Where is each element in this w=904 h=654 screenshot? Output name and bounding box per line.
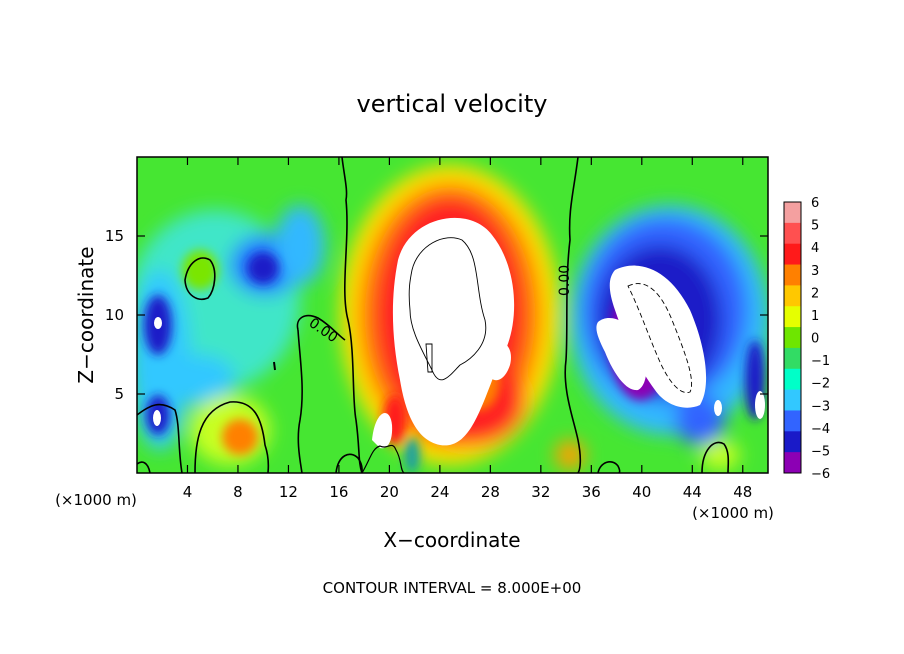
colorbar-frame bbox=[783, 201, 802, 474]
colorbar-label: 1 bbox=[811, 309, 819, 324]
x-unit-label-right: (×1000 m) bbox=[692, 504, 774, 522]
colorbar-label: −6 bbox=[811, 467, 830, 482]
contour-label: 0.00 bbox=[557, 265, 573, 296]
colorbar-label: 0 bbox=[811, 332, 819, 347]
x-tick-label: 16 bbox=[329, 483, 348, 501]
colorbar-label: −1 bbox=[811, 354, 830, 369]
colorbar-label: 3 bbox=[811, 264, 819, 279]
x-tick-label: 4 bbox=[183, 483, 193, 501]
colorbar-swatch bbox=[784, 202, 801, 224]
colorbar-swatch bbox=[784, 222, 801, 245]
x-tick-label: 40 bbox=[632, 483, 651, 501]
y-tick-label: 5 bbox=[114, 385, 124, 403]
x-tick-label: 36 bbox=[582, 483, 601, 501]
colorbar-label: −3 bbox=[811, 399, 830, 414]
colorbar-label: 4 bbox=[811, 241, 819, 256]
x-tick-label: 20 bbox=[380, 483, 399, 501]
x-tick-label: 32 bbox=[531, 483, 550, 501]
colorbar-swatch bbox=[784, 368, 801, 391]
colorbar-swatch bbox=[784, 285, 801, 307]
colorbar: 6 5 4 3 2 1 0 −1 −2 −3 −4 −5 −6 bbox=[783, 196, 830, 482]
colorbar-swatch bbox=[784, 389, 801, 411]
colorbar-label: 5 bbox=[811, 219, 819, 234]
y-tick-label: 15 bbox=[105, 227, 124, 245]
colorbar-label: 2 bbox=[811, 286, 819, 301]
x-tick-label: 12 bbox=[279, 483, 298, 501]
x-tick-label: 48 bbox=[733, 483, 752, 501]
y-axis-ticks: 5 10 15 bbox=[105, 227, 768, 403]
heatmap-field bbox=[137, 157, 768, 473]
colorbar-swatch bbox=[784, 243, 801, 266]
y-tick-label: 10 bbox=[105, 306, 124, 324]
colorbar-label: −5 bbox=[811, 444, 830, 459]
footer-text: CONTOUR INTERVAL = 8.000E+00 bbox=[323, 579, 582, 597]
colorbar-label: 6 bbox=[811, 196, 819, 211]
x-tick-label: 28 bbox=[481, 483, 500, 501]
colorbar-swatch bbox=[784, 452, 801, 474]
colorbar-swatch bbox=[784, 431, 801, 453]
colorbar-label: −2 bbox=[811, 377, 830, 392]
y-axis-label: Z−coordinate bbox=[74, 246, 98, 383]
x-tick-label: 24 bbox=[430, 483, 449, 501]
colorbar-swatch bbox=[784, 410, 801, 432]
colorbar-swatch bbox=[784, 306, 801, 328]
chart-title: vertical velocity bbox=[357, 90, 548, 118]
x-axis-ticks: 4 8 12 16 20 24 28 32 36 40 44 48 bbox=[183, 157, 752, 501]
x-tick-label: 44 bbox=[683, 483, 702, 501]
colorbar-label: −4 bbox=[811, 422, 830, 437]
contour-lines bbox=[137, 157, 730, 473]
x-axis-label: X−coordinate bbox=[383, 528, 520, 552]
colorbar-swatch bbox=[784, 347, 801, 370]
colorbar-swatch bbox=[784, 327, 801, 349]
x-tick-label: 8 bbox=[233, 483, 243, 501]
colorbar-swatch bbox=[784, 264, 801, 286]
x-unit-label: (×1000 m) bbox=[55, 491, 137, 509]
